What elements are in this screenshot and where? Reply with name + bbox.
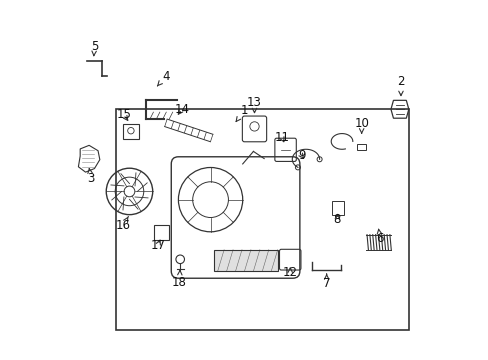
- Text: 5: 5: [91, 40, 98, 56]
- Text: 15: 15: [116, 108, 131, 121]
- Text: 17: 17: [150, 239, 165, 252]
- Text: 10: 10: [353, 117, 368, 133]
- Text: 1: 1: [236, 104, 248, 122]
- Text: 18: 18: [172, 270, 186, 289]
- Text: 4: 4: [157, 70, 169, 86]
- Text: 14: 14: [174, 103, 189, 116]
- Bar: [116, 109, 408, 330]
- Bar: [154, 225, 168, 240]
- Text: 12: 12: [282, 266, 297, 279]
- Text: 2: 2: [396, 75, 404, 96]
- Text: 6: 6: [376, 229, 383, 246]
- Bar: [357, 144, 365, 150]
- Text: 8: 8: [333, 213, 340, 226]
- Text: 9: 9: [297, 149, 305, 162]
- Text: 7: 7: [322, 274, 330, 290]
- Polygon shape: [214, 249, 278, 271]
- Text: 13: 13: [246, 96, 262, 113]
- Bar: [123, 124, 139, 139]
- Text: 16: 16: [115, 216, 130, 232]
- Text: 3: 3: [87, 168, 94, 185]
- Bar: [332, 202, 343, 215]
- Text: 11: 11: [274, 131, 289, 144]
